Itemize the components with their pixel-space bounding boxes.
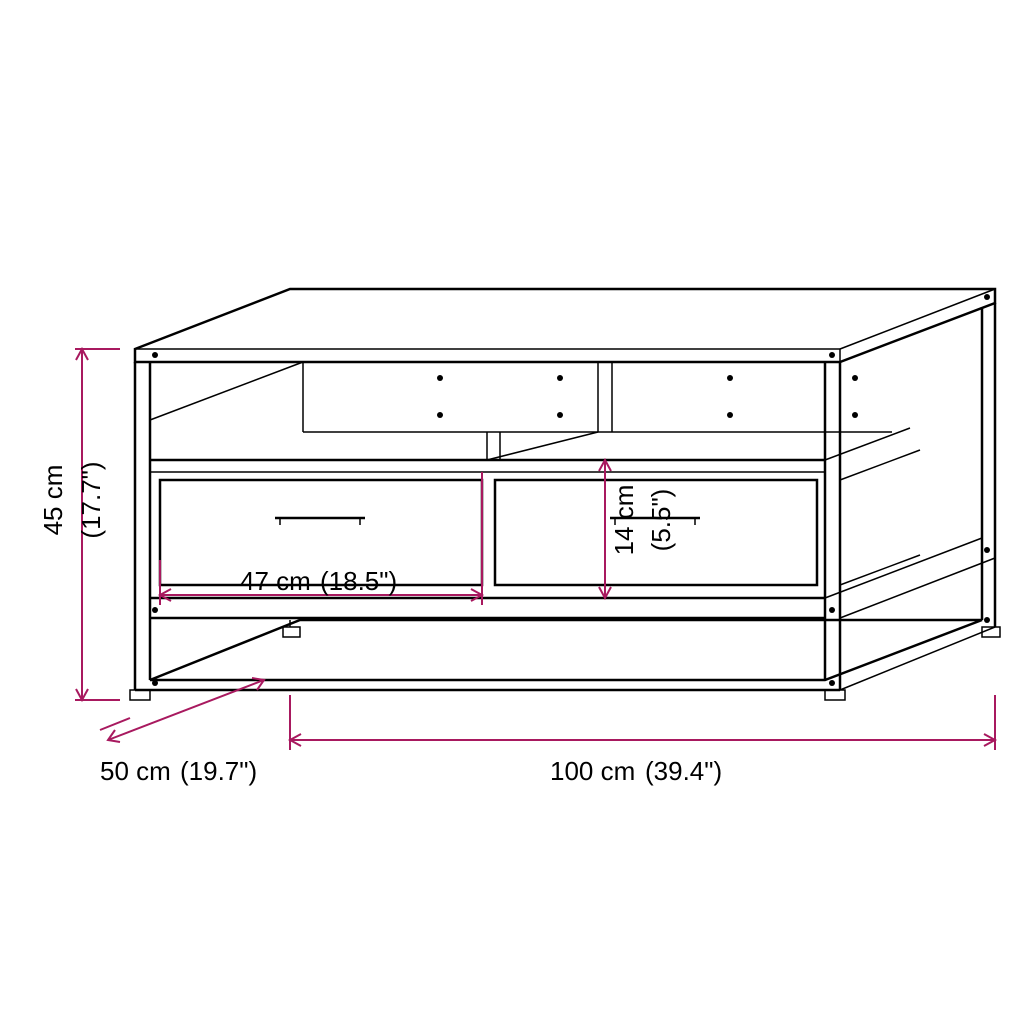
height-label-in: (17.7")	[76, 461, 106, 538]
drawer-width-in: (18.5")	[320, 566, 397, 596]
screw-icon	[984, 547, 990, 553]
screw-icon	[152, 607, 158, 613]
hole-icon	[852, 375, 858, 381]
hole-icon	[727, 412, 733, 418]
width-label-cm: 100 cm	[550, 756, 635, 786]
shelf-bottom-depth	[825, 428, 910, 460]
bottom-rail-depth	[840, 627, 995, 690]
drawer-width-cm: 47 cm	[240, 566, 311, 596]
side-depth1	[840, 450, 920, 480]
screw-icon	[984, 294, 990, 300]
drawer-height-cm: 14 cm	[609, 485, 639, 556]
height-label-cm: 45 cm	[38, 465, 68, 536]
depth-label-cm: 50 cm	[100, 756, 171, 786]
top-right-edge	[840, 289, 995, 349]
hole-icon	[437, 375, 443, 381]
side-depth2	[840, 555, 920, 585]
back-left-foot	[283, 627, 300, 637]
front-left-foot	[130, 690, 150, 700]
hole-icon	[852, 412, 858, 418]
hole-icon	[437, 412, 443, 418]
lower-rail-depth2	[840, 558, 995, 618]
front-right-foot	[825, 690, 845, 700]
divider-top-depth	[487, 432, 598, 460]
shelf-depth-left	[150, 362, 303, 420]
lower-rail-depth	[825, 538, 982, 598]
table-top	[135, 289, 995, 362]
bottom-shelf	[150, 620, 982, 680]
screw-icon	[152, 352, 158, 358]
hole-icon	[557, 412, 563, 418]
screw-icon	[829, 607, 835, 613]
hole-icon	[557, 375, 563, 381]
screw-icon	[984, 617, 990, 623]
screw-icon	[829, 352, 835, 358]
technical-drawing: 45 cm (17.7") 50 cm (19.7") 100 cm (39.4…	[0, 0, 1024, 1024]
diagram-container: 45 cm (17.7") 50 cm (19.7") 100 cm (39.4…	[0, 0, 1024, 1024]
drawer-height-in: (5.5")	[646, 489, 676, 552]
hole-icon	[727, 375, 733, 381]
screw-icon	[829, 680, 835, 686]
dimension-labels: 45 cm (17.7") 50 cm (19.7") 100 cm (39.4…	[38, 461, 722, 786]
width-label-in: (39.4")	[645, 756, 722, 786]
depth-label-in: (19.7")	[180, 756, 257, 786]
